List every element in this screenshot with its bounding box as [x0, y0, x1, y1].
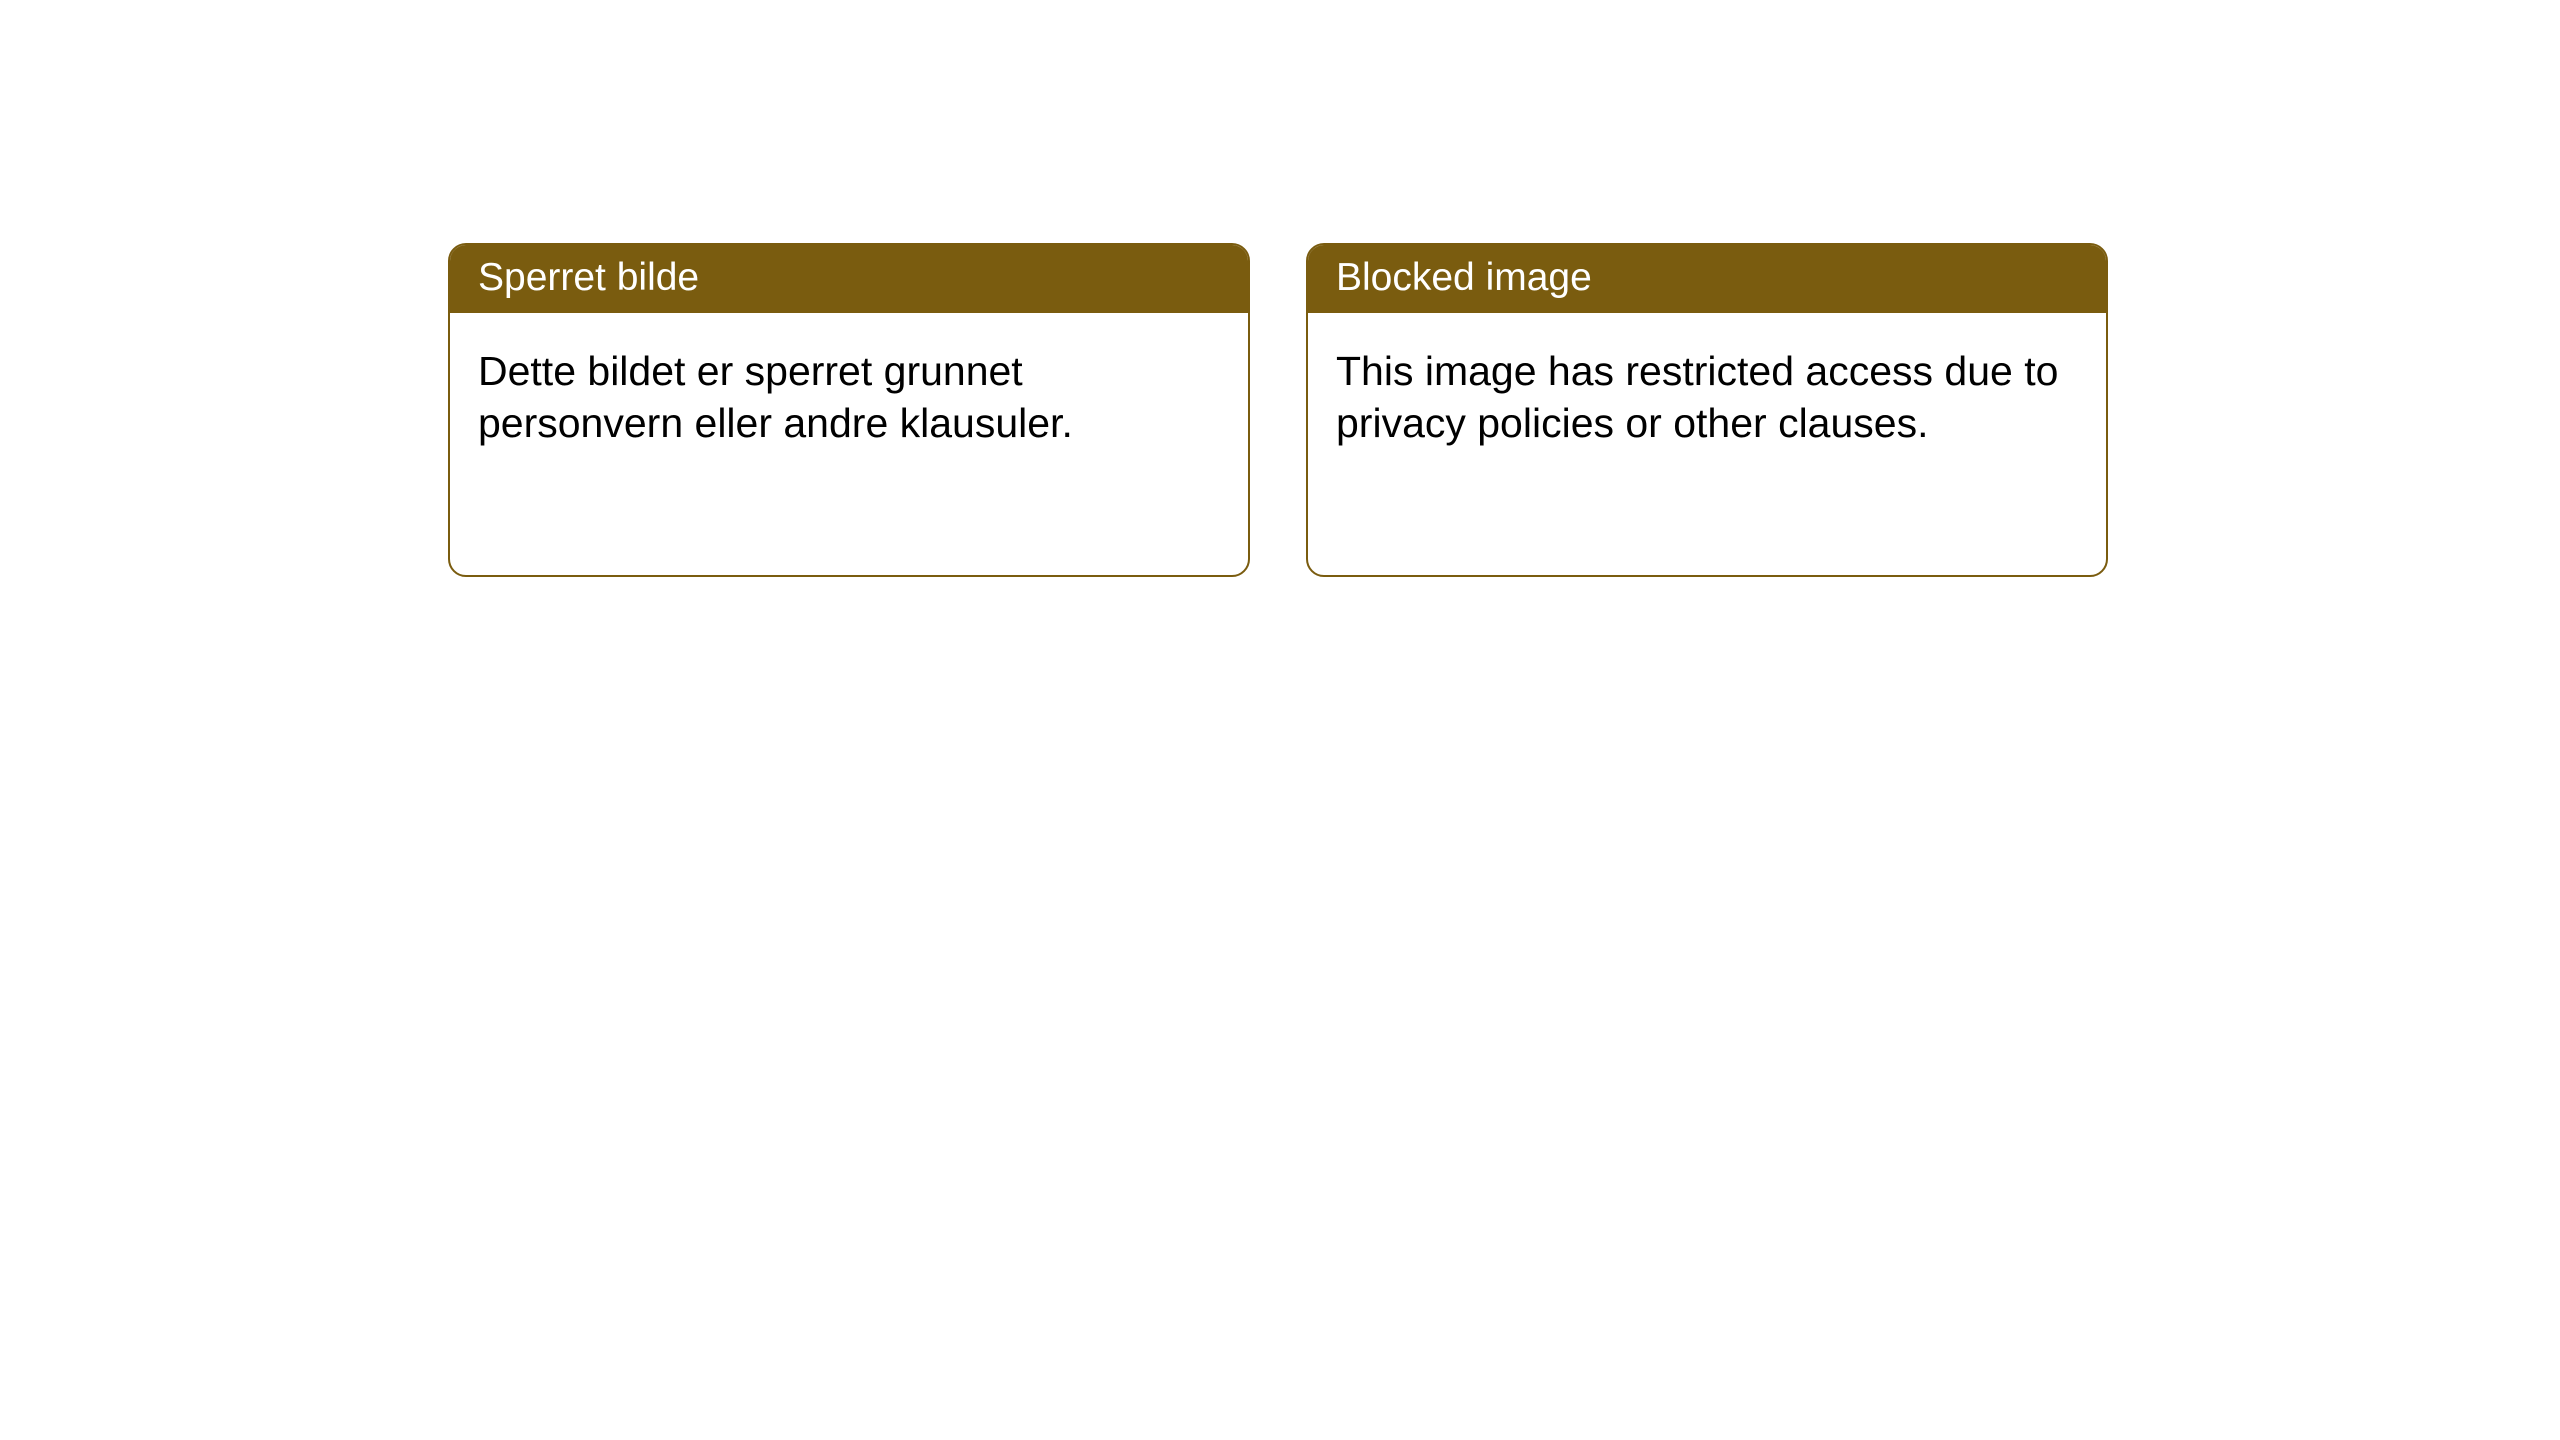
notice-body: This image has restricted access due to …: [1308, 313, 2106, 481]
notice-container: Sperret bilde Dette bildet er sperret gr…: [0, 0, 2560, 577]
notice-header: Sperret bilde: [450, 245, 1248, 313]
notice-body: Dette bildet er sperret grunnet personve…: [450, 313, 1248, 481]
notice-header: Blocked image: [1308, 245, 2106, 313]
notice-card-english: Blocked image This image has restricted …: [1306, 243, 2108, 577]
notice-card-norwegian: Sperret bilde Dette bildet er sperret gr…: [448, 243, 1250, 577]
